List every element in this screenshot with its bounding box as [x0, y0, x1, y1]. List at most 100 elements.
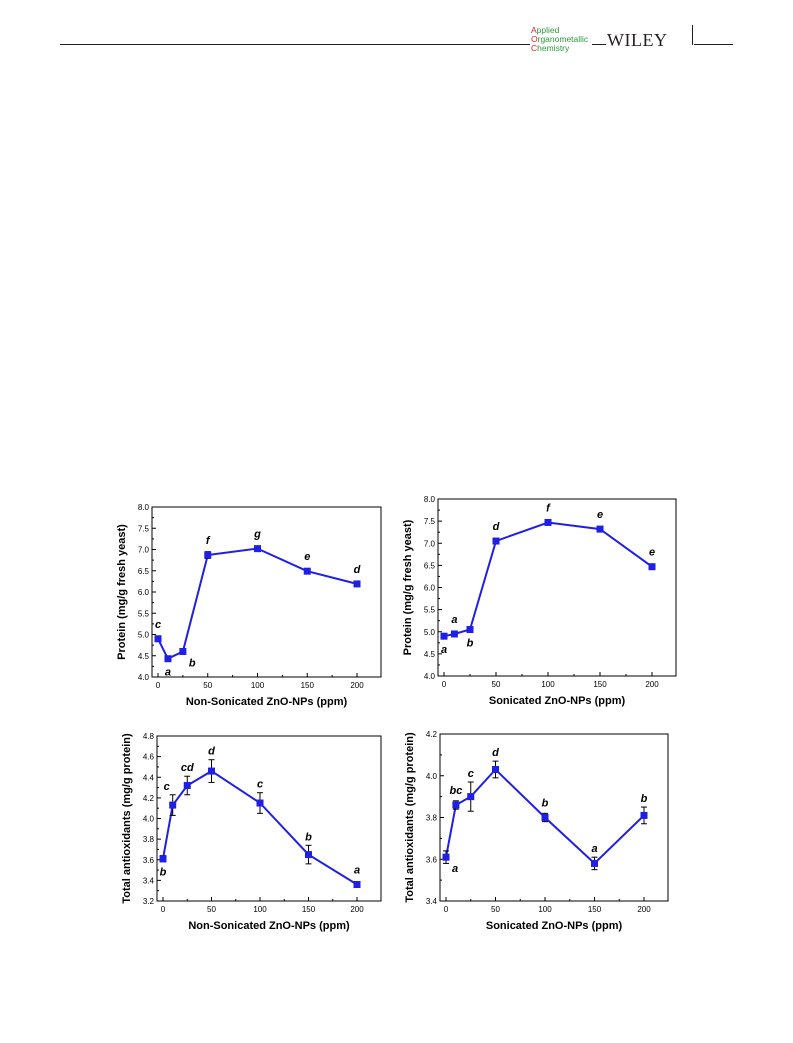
header-rule	[60, 44, 530, 45]
y-tick-label: 6.0	[424, 584, 436, 593]
significance-letter: a	[452, 863, 458, 875]
y-tick-label: 6.0	[138, 588, 150, 597]
journal-word-3: hemistry	[537, 43, 570, 53]
chart-panel-2: 4.0 4.5 5.0 5.5 6.0 6.5 7.0 7.5 8.0 0 50 100 150 200 S…	[402, 495, 677, 707]
y-axis-title: Protein (mg/g fresh yeast)	[402, 519, 414, 655]
y-tick-label: 3.8	[143, 835, 155, 844]
y-tick-label: 4.5	[424, 650, 436, 659]
significance-letter: a	[354, 865, 360, 877]
y-tick-label: 4.2	[426, 730, 438, 739]
significance-letter: c	[257, 779, 263, 791]
x-tick-label: 150	[301, 681, 315, 690]
plot-frame	[439, 733, 669, 902]
significance-letter: a	[165, 667, 171, 679]
data-point	[648, 563, 656, 571]
data-point	[159, 855, 167, 863]
x-tick-label: 50	[203, 681, 212, 690]
x-tick-label: 150	[588, 905, 602, 914]
y-tick-label: 4.2	[143, 794, 155, 803]
significance-letter: c	[155, 619, 161, 631]
data-point	[544, 518, 552, 526]
data-point	[254, 545, 261, 553]
y-tick-label: 3.4	[426, 897, 438, 906]
x-tick-label: 150	[593, 680, 607, 689]
y-tick-label: 3.8	[426, 814, 438, 823]
data-point	[353, 580, 361, 588]
significance-letter: f	[206, 535, 211, 547]
journal-word-1: pplied	[536, 25, 560, 35]
data-point	[305, 851, 312, 859]
x-tick-label: 50	[491, 905, 500, 914]
data-point	[164, 655, 172, 663]
significance-letter: g	[253, 529, 261, 541]
y-tick-label: 4.4	[143, 773, 155, 782]
data-point	[303, 567, 311, 575]
y-axis-title: Protein (mg/g fresh yeast)	[116, 524, 128, 660]
x-tick-label: 100	[253, 905, 267, 914]
journal-word-2: rganometallic	[537, 34, 589, 44]
x-axis-title: Sonicated ZnO-NPs (ppm)	[486, 920, 623, 932]
y-tick-label: 6.5	[138, 567, 150, 576]
header-dash	[592, 44, 606, 45]
y-tick-label: 8.0	[424, 495, 436, 504]
x-tick-label: 50	[492, 680, 501, 689]
x-tick-label: 100	[251, 681, 265, 690]
significance-letter: c	[468, 768, 474, 780]
data-point	[467, 793, 475, 801]
data-point	[440, 632, 448, 640]
y-tick-label: 3.4	[143, 876, 155, 885]
y-tick-label: 7.5	[138, 524, 150, 533]
y-axis-title: Total antioxidants (mg/g protein)	[121, 733, 133, 904]
significance-letter: d	[493, 521, 500, 533]
chart-panel-1: 4.0 4.5 5.0 5.5 6.0 6.5 7.0 7.5 8.0 0 50 100 150 200N…	[116, 503, 382, 708]
data-point	[492, 765, 499, 773]
data-point	[204, 551, 212, 559]
data-point	[450, 630, 458, 638]
series-line	[157, 547, 358, 661]
data-point	[640, 811, 648, 819]
x-tick-label: 200	[637, 905, 651, 914]
header-rule-right	[694, 44, 733, 45]
significance-letter: e	[304, 551, 310, 563]
x-tick-label: 50	[207, 905, 216, 914]
x-tick-label: 200	[350, 681, 364, 690]
significance-letter: d	[208, 746, 215, 758]
series-line	[443, 521, 653, 638]
x-tick-label: 0	[156, 681, 161, 690]
y-tick-label: 7.5	[424, 517, 436, 526]
data-point	[591, 859, 598, 867]
x-axis-title: Sonicated ZnO-NPs (ppm)	[489, 695, 626, 707]
significance-letter: bc	[449, 785, 462, 797]
y-tick-label: 3.6	[426, 855, 438, 864]
journal-initial-o: O	[531, 34, 538, 44]
y-tick-label: 8.0	[138, 503, 150, 512]
data-point	[596, 525, 604, 533]
significance-letter: b	[189, 658, 196, 670]
significance-letter: f	[546, 502, 551, 514]
significance-letter: e	[649, 547, 655, 559]
journal-initial-a: A	[531, 25, 537, 35]
chart-panel-4: 3.4 3.6 3.8 4.0 4.2 0 50 100 150 200 Sonicated ZnO…	[404, 730, 669, 932]
significance-letter: c	[164, 781, 170, 793]
data-point	[256, 799, 264, 807]
y-tick-label: 5.0	[138, 631, 150, 640]
y-tick-label: 4.0	[426, 772, 438, 781]
y-tick-label: 7.0	[138, 546, 150, 555]
x-tick-label: 200	[350, 905, 364, 914]
x-tick-label: 200	[645, 680, 659, 689]
significance-letter: b	[467, 638, 474, 650]
header-page-tick	[692, 25, 693, 45]
plot-frame	[156, 735, 382, 902]
plot-frame	[437, 498, 677, 677]
significance-letter: a	[451, 614, 457, 626]
significance-letter: d	[354, 564, 361, 576]
y-tick-label: 4.6	[143, 753, 155, 762]
journal-logo: Applied Organometallic Chemistry	[531, 26, 588, 53]
y-tick-label: 4.0	[424, 672, 436, 681]
x-tick-label: 150	[302, 905, 316, 914]
x-tick-label: 100	[538, 905, 552, 914]
significance-letter: b	[160, 867, 167, 879]
y-tick-label: 5.0	[424, 628, 436, 637]
data-point	[154, 635, 162, 643]
